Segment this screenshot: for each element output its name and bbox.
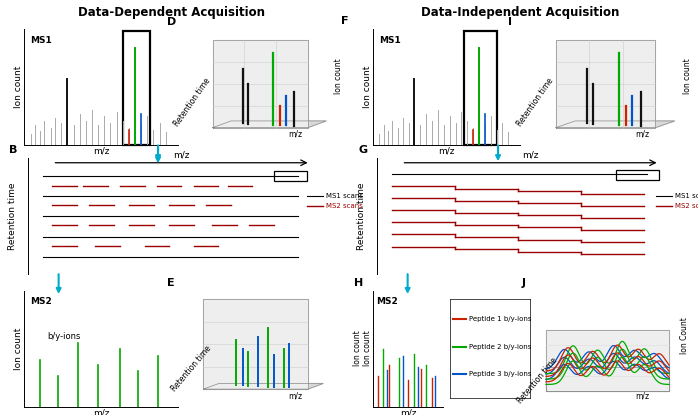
Y-axis label: Retention time: Retention time [8,182,17,249]
Text: MS2 scans: MS2 scans [675,203,698,209]
Text: Peptide 1 b/y-ions: Peptide 1 b/y-ions [470,316,532,322]
Y-axis label: Ion count: Ion count [14,327,23,370]
Text: Retention time: Retention time [515,356,558,405]
Polygon shape [546,330,669,391]
Text: Ion count: Ion count [334,58,343,94]
Text: G: G [359,145,368,155]
Text: F: F [341,17,349,27]
Text: MS1: MS1 [379,36,401,45]
Text: m/z: m/z [288,391,303,400]
Polygon shape [213,40,308,128]
Text: MS1 scans: MS1 scans [675,193,698,199]
Polygon shape [213,121,326,128]
X-axis label: m/z: m/z [400,408,417,415]
Y-axis label: Retention time: Retention time [357,182,366,249]
Text: m/z: m/z [288,129,303,139]
Text: MS2: MS2 [31,298,52,306]
X-axis label: m/z: m/z [93,146,110,156]
Text: D: D [167,17,176,27]
Text: Peptide 3 b/y-ions: Peptide 3 b/y-ions [470,371,532,378]
Text: Ion Count: Ion Count [680,317,688,354]
Text: Ion count: Ion count [683,58,692,94]
Polygon shape [556,121,675,128]
Bar [274,171,307,181]
Text: m/z: m/z [635,391,649,400]
Text: m/z: m/z [635,129,650,139]
Text: m/z: m/z [173,151,190,160]
Polygon shape [546,367,669,391]
Polygon shape [203,383,323,389]
Bar [123,31,150,145]
Text: J: J [522,278,526,288]
Text: H: H [354,278,363,288]
Text: B: B [10,145,18,155]
Polygon shape [556,40,655,128]
Polygon shape [203,300,308,389]
Text: MS1 scans: MS1 scans [326,193,363,199]
Text: Data-Independent Acquisition: Data-Independent Acquisition [421,6,619,19]
Text: I: I [507,17,512,27]
Text: MS2 scans: MS2 scans [326,203,363,209]
Text: Retention time: Retention time [515,76,555,128]
Bar [464,31,496,145]
Text: Retention time: Retention time [172,76,213,128]
Text: E: E [167,278,174,288]
X-axis label: m/z: m/z [93,408,110,415]
Y-axis label: Ion count: Ion count [14,66,23,108]
Y-axis label: Ion count: Ion count [363,66,372,108]
Text: MS1: MS1 [31,36,52,45]
Text: Retention time: Retention time [170,344,213,393]
Text: b/y-ions: b/y-ions [47,332,81,341]
Y-axis label: Ion count
Ion count: Ion count Ion count [352,331,372,366]
X-axis label: m/z: m/z [438,146,455,156]
Bar [616,170,660,180]
Text: MS2: MS2 [376,298,398,306]
Text: Data-Dependent Acquisition: Data-Dependent Acquisition [77,6,265,19]
Text: m/z: m/z [522,151,539,160]
Text: Peptide 2 b/y-ions: Peptide 2 b/y-ions [470,344,532,349]
